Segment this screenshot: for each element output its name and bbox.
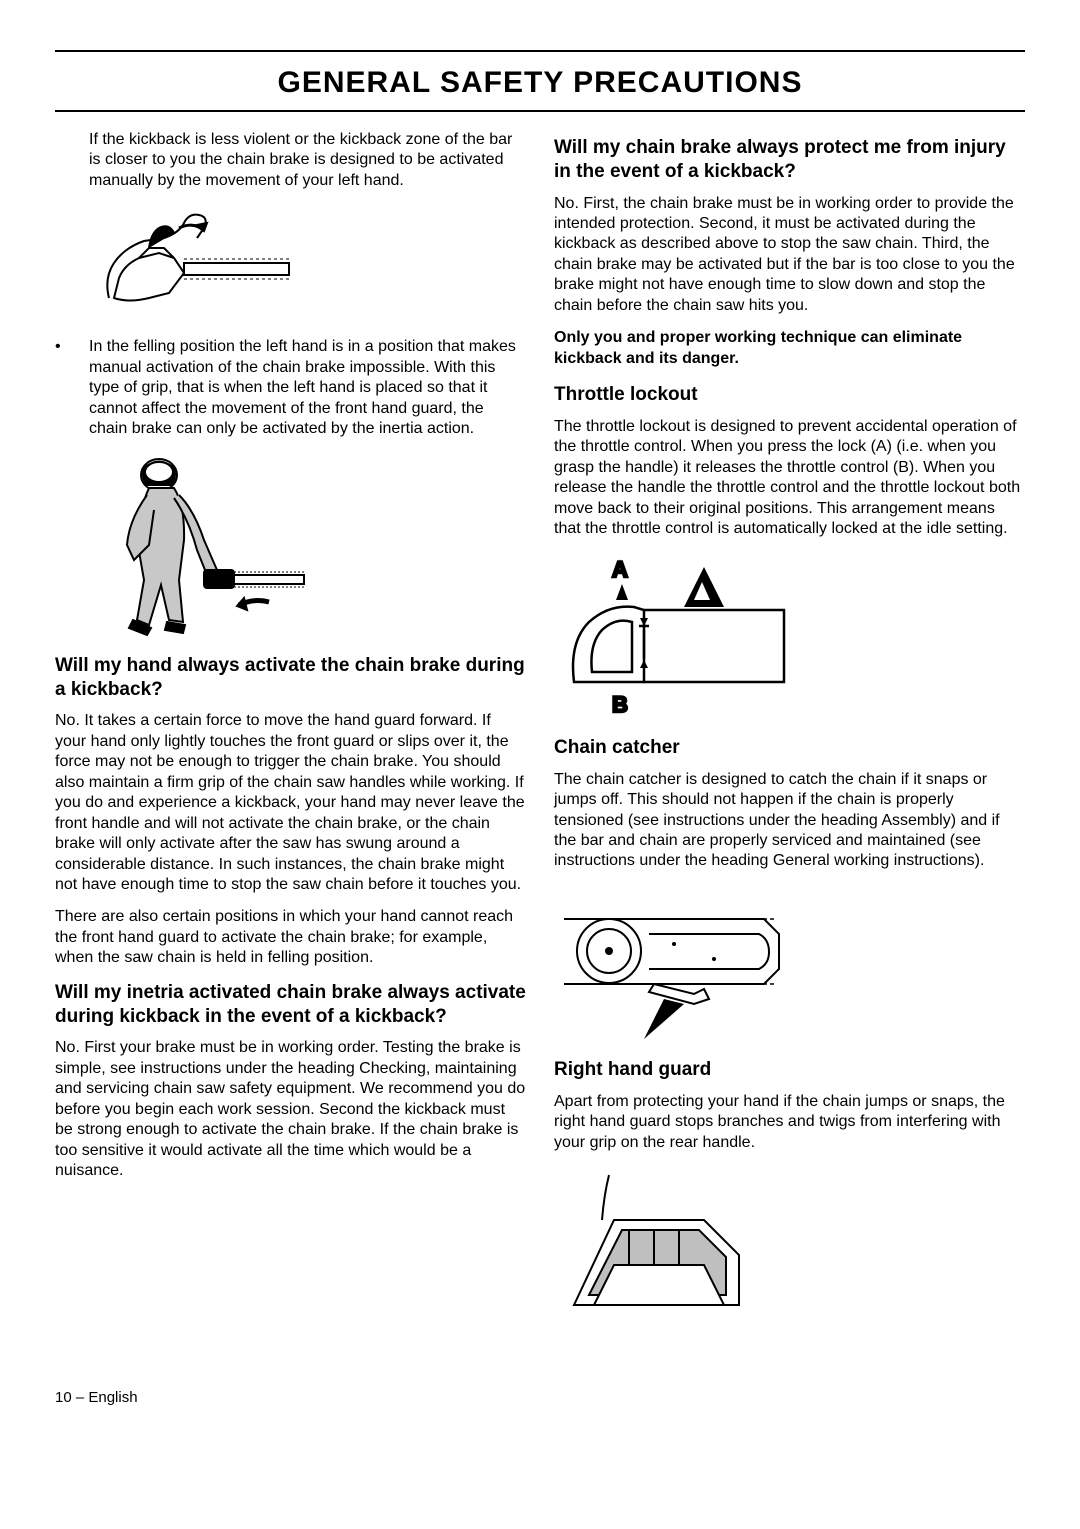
body-text: No. First your brake must be in working …	[55, 1038, 526, 1181]
sub-heading: Will my chain brake always protect me fr…	[554, 136, 1025, 184]
body-text: There are also certain positions in whic…	[55, 907, 526, 968]
bold-text: Only you and proper working technique ca…	[554, 328, 1025, 369]
sub-heading: Will my hand always activate the chain b…	[55, 654, 526, 702]
body-text: No. First, the chain brake must be in wo…	[554, 194, 1025, 317]
content-columns: If the kickback is less violent or the k…	[55, 130, 1025, 1349]
bullet-text: In the felling position the left hand is…	[89, 337, 526, 439]
felling-person-illustration	[89, 450, 309, 640]
sub-heading: Right hand guard	[554, 1058, 1025, 1082]
sub-heading: Chain catcher	[554, 736, 1025, 760]
bullet-item: • In the felling position the left hand …	[55, 337, 526, 439]
sub-heading: Will my inetria activated chain brake al…	[55, 981, 526, 1029]
body-text: Apart from protecting your hand if the c…	[554, 1092, 1025, 1153]
left-column: If the kickback is less violent or the k…	[55, 130, 526, 1349]
body-text: No. It takes a certain force to move the…	[55, 711, 526, 895]
chainsaw-hand-illustration	[89, 203, 299, 323]
bullet-marker: •	[55, 337, 89, 439]
right-column: Will my chain brake always protect me fr…	[554, 130, 1025, 1349]
chain-catcher-illustration	[554, 884, 794, 1044]
body-text: The throttle lockout is designed to prev…	[554, 417, 1025, 540]
sub-heading: Throttle lockout	[554, 383, 1025, 407]
label-b: B	[612, 692, 628, 717]
page-title: GENERAL SAFETY PRECAUTIONS	[55, 50, 1025, 112]
label-a: A	[612, 557, 628, 582]
body-text: The chain catcher is designed to catch t…	[554, 770, 1025, 872]
intro-text: If the kickback is less violent or the k…	[55, 130, 526, 191]
page-footer: 10 – English	[55, 1389, 1025, 1406]
throttle-lockout-illustration: A B	[554, 552, 794, 722]
right-hand-guard-illustration	[554, 1165, 754, 1335]
